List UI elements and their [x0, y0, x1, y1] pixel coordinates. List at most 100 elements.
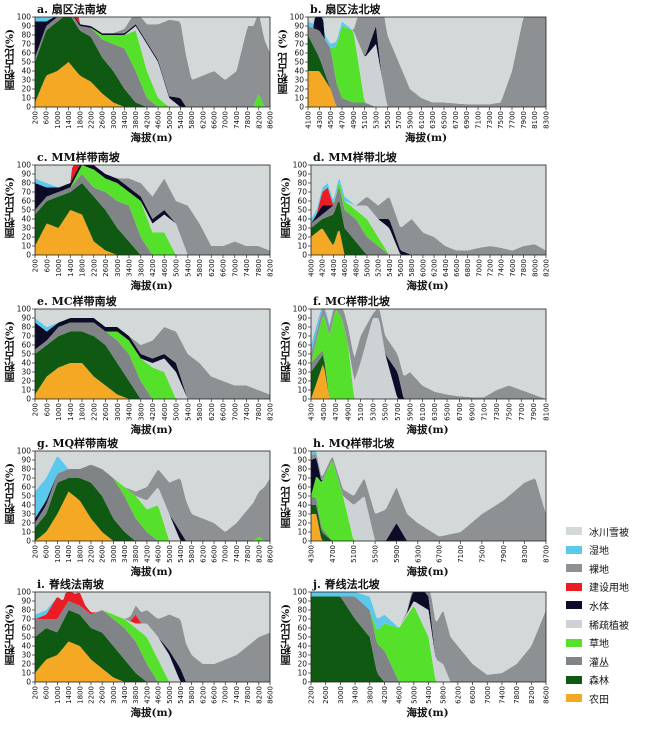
x-tick-label: 6100 [418, 111, 426, 129]
x-tick-label: 5000 [173, 259, 181, 277]
legend-item-sparse: 稀疏植被 [566, 617, 629, 632]
x-tick-label: 5900 [407, 111, 415, 129]
x-tick-label: 5800 [188, 686, 196, 704]
x-tick-label: 6000 [419, 259, 427, 277]
x-tick-label: 4600 [155, 111, 163, 129]
x-tick-label: 4600 [155, 545, 163, 563]
x-tick-label: 6600 [211, 686, 219, 704]
area-built-g [35, 464, 270, 541]
area-forest-h [311, 505, 546, 541]
y-tick-label: 50 [21, 58, 31, 67]
x-tick-label: 200 [32, 259, 40, 272]
area-grass-g [35, 464, 270, 541]
x-tick-label: 5700 [394, 403, 402, 421]
area-sparse-c [35, 165, 270, 255]
x-axis-label-i: 海拔(m) [130, 707, 173, 719]
x-tick-label: 2200 [87, 545, 95, 563]
x-tick-label: 7800 [255, 259, 263, 277]
x-tick-label: 4900 [345, 403, 353, 421]
legend-label-farm: 农田 [589, 694, 609, 706]
x-tick-label: 2600 [99, 686, 107, 704]
x-tick-label: 4400 [330, 259, 338, 277]
y-tick-label: 50 [297, 206, 307, 215]
area-glacier-d [311, 165, 546, 251]
x-tick-label: 6200 [199, 545, 207, 563]
area-water-h [311, 457, 546, 541]
x-tick-label: 7800 [244, 111, 252, 129]
legend-label-grass: 草地 [589, 639, 609, 651]
area-water-f [311, 309, 546, 399]
y-tick-label: 10 [294, 94, 304, 103]
y-tick-label: 30 [21, 651, 31, 660]
x-tick-label: 1400 [67, 403, 75, 421]
area-sparse-a [35, 17, 270, 107]
x-tick-label: 7500 [497, 111, 505, 129]
x-tick-label: 7400 [233, 111, 241, 129]
y-tick-label: 20 [297, 377, 307, 386]
area-farm-g [35, 491, 270, 541]
x-tick-label: 4600 [341, 259, 349, 277]
y-tick-label: 50 [21, 206, 31, 215]
y-tick-label: 100 [293, 305, 308, 314]
plot-frame-h [310, 450, 547, 542]
x-tick-label: 3400 [126, 259, 134, 277]
plot-frame-f [310, 308, 547, 400]
y-axis-label-f: 面积占比(%) [280, 321, 292, 383]
x-tick-label: 6600 [211, 111, 219, 129]
x-tick-label: 8200 [267, 259, 275, 277]
y-tick-label: 100 [17, 13, 32, 22]
y-tick-label: 50 [297, 492, 307, 501]
y-tick-label: 80 [297, 606, 307, 615]
y-tick-label: 0 [26, 395, 31, 404]
x-tick-label: 200 [32, 545, 40, 558]
y-tick-label: 0 [26, 537, 31, 546]
x-tick-label: 5100 [361, 111, 369, 129]
y-tick-label: 40 [21, 67, 31, 76]
x-tick-label: 7000 [222, 545, 230, 563]
area-glacier-h [311, 451, 546, 537]
area-built-e [35, 318, 270, 399]
x-tick-label: 2600 [102, 259, 110, 277]
area-wetland-g [35, 456, 270, 532]
x-tick-label: 8200 [528, 686, 536, 704]
area-wetland-e [35, 318, 270, 395]
legend-swatch-bare [566, 564, 582, 573]
y-tick-label: 70 [297, 332, 307, 341]
x-tick-label: 4300 [308, 545, 316, 563]
y-tick-label: 100 [17, 447, 32, 456]
chart-title-i: i. 脊线法南坡 [37, 578, 104, 591]
area-sparse-h [311, 461, 546, 541]
x-tick-label: 8700 [543, 545, 551, 563]
area-bare-e [35, 318, 270, 399]
x-tick-label: 6200 [454, 686, 462, 704]
area-shrub-e [35, 322, 270, 399]
x-tick-label: 5000 [363, 259, 371, 277]
y-tick-label: 30 [297, 651, 307, 660]
x-tick-label: 6700 [452, 111, 460, 129]
legend-label-glacier: 冰川雪被 [589, 527, 629, 539]
area-bare-c [35, 165, 270, 255]
x-tick-label: 1000 [54, 545, 62, 563]
area-glacier-g [35, 451, 270, 532]
legend-swatch-shrub [566, 657, 582, 666]
chart-title-e: e. MC样带南坡 [37, 295, 117, 308]
x-tick-label: 7900 [500, 545, 508, 563]
area-bare-h [311, 453, 546, 541]
x-tick-label: 200 [32, 686, 40, 699]
legend-item-wetland: 湿地 [566, 543, 609, 557]
x-tick-label: 7700 [518, 403, 526, 421]
x-tick-label: 8600 [267, 686, 275, 704]
x-tick-label: 4700 [339, 111, 347, 129]
y-axis-label-c: 面积占比(%) [4, 177, 16, 239]
x-tick-label: 3000 [110, 545, 118, 563]
x-tick-label: 1400 [65, 686, 73, 704]
x-tick-label: 1000 [55, 403, 63, 421]
area-forest-a [35, 17, 270, 107]
area-shrub-b [308, 26, 546, 107]
x-tick-label: 5800 [440, 686, 448, 704]
y-tick-label: 40 [294, 67, 304, 76]
